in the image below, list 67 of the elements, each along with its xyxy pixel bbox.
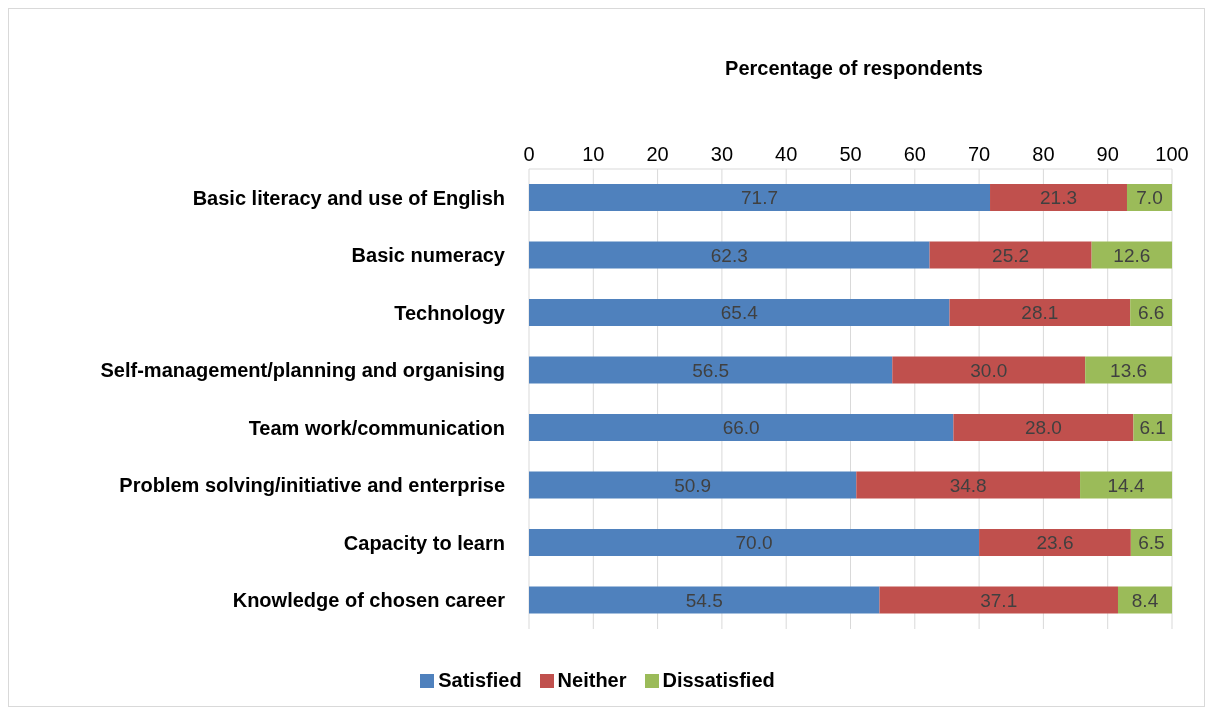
- data-label: 37.1: [980, 589, 1018, 611]
- y-tick-label: Team work/communication: [248, 416, 505, 439]
- bar: [879, 586, 1118, 614]
- data-label: 13.6: [1110, 359, 1148, 381]
- data-label: 25.2: [992, 244, 1030, 266]
- bar: [856, 471, 1081, 499]
- x-tick-label: 10: [582, 143, 605, 165]
- bar: [990, 184, 1127, 211]
- data-label: 23.6: [1036, 532, 1074, 554]
- bar: [1080, 471, 1172, 499]
- bar: [529, 356, 893, 384]
- data-label: 6.5: [1138, 532, 1165, 554]
- x-tick-label: 60: [903, 143, 926, 165]
- y-tick-label: Technology: [394, 301, 506, 324]
- data-label: 6.1: [1139, 417, 1166, 439]
- data-label: 12.6: [1113, 244, 1151, 266]
- legend-label: Satisfied: [437, 669, 522, 692]
- bar: [529, 529, 980, 556]
- bar: [949, 299, 1131, 326]
- y-tick-label: Problem solving/initiative and enterprise: [119, 474, 505, 497]
- bar: [953, 414, 1134, 441]
- legend-label: Dissatisfied: [661, 669, 775, 692]
- x-tick-label: 40: [775, 143, 798, 165]
- data-label: 30.0: [970, 359, 1008, 381]
- x-tick-label: 70: [967, 143, 991, 165]
- data-label: 6.6: [1137, 302, 1165, 324]
- x-tick-label: 50: [839, 143, 862, 165]
- bar: [929, 241, 1092, 269]
- legend-label: Neither: [556, 669, 627, 692]
- data-label: 21.3: [1040, 187, 1077, 209]
- data-label: 70.0: [735, 532, 773, 554]
- data-label: 34.8: [949, 474, 987, 496]
- data-label: 8.4: [1131, 589, 1159, 611]
- data-label: 14.4: [1107, 474, 1145, 496]
- x-tick-label: 20: [646, 143, 669, 165]
- data-label: 7.0: [1136, 187, 1163, 209]
- x-tick-label: 100: [1155, 143, 1189, 165]
- data-label: 54.5: [685, 589, 723, 611]
- data-label: 56.5: [692, 359, 730, 381]
- data-label: 28.1: [1021, 302, 1059, 324]
- data-label: 50.9: [674, 474, 712, 496]
- x-axis-title: Percentage of respondents: [724, 57, 984, 80]
- bar: [892, 356, 1086, 384]
- y-tick-label: Capacity to learn: [343, 531, 505, 554]
- y-tick-label: Basic numeracy: [351, 244, 506, 267]
- bar: [529, 414, 954, 441]
- y-tick-label: Knowledge of chosen career: [232, 589, 506, 612]
- bar: [529, 241, 930, 269]
- bar: [529, 184, 991, 211]
- x-tick-label: 30: [710, 143, 734, 165]
- bar: [1085, 356, 1172, 384]
- x-tick-label: 80: [1032, 143, 1055, 165]
- bar: [1126, 184, 1172, 211]
- bar: [979, 529, 1131, 556]
- x-tick-label: 0: [523, 143, 535, 165]
- x-tick-label: 90: [1096, 143, 1119, 165]
- y-tick-label: Basic literacy and use of English: [192, 186, 505, 209]
- y-tick-label: Self-management/planning and organising: [100, 359, 505, 382]
- data-label: 66.0: [722, 417, 760, 439]
- bar: [529, 586, 880, 614]
- data-label: 28.0: [1024, 417, 1062, 439]
- bar: [1091, 241, 1172, 269]
- data-label: 65.4: [720, 302, 759, 324]
- bar: [529, 299, 950, 326]
- data-label: 71.7: [741, 187, 779, 209]
- data-label: 62.3: [710, 244, 748, 266]
- bar: [529, 471, 857, 499]
